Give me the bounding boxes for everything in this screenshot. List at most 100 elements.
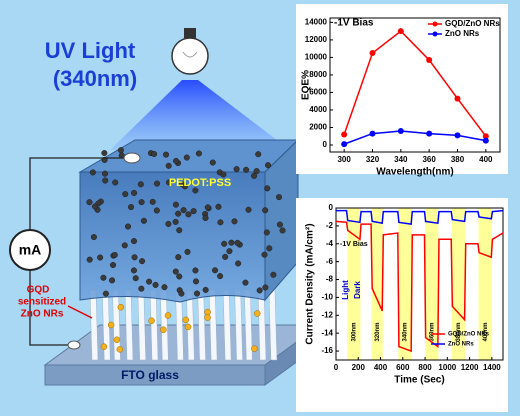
y-tick-label: -8 <box>326 275 334 284</box>
pedot-dot <box>111 251 118 258</box>
legend-marker <box>432 31 438 37</box>
legend-label: ZnO NRs <box>445 29 480 38</box>
pedot-dot <box>100 274 107 281</box>
gqd-dot <box>253 310 261 317</box>
diagram-subtitle: (340nm) <box>53 66 137 91</box>
pedot-dot <box>264 185 271 192</box>
bottom-contact <box>67 340 81 350</box>
pedot-dot <box>86 199 93 206</box>
y-tick-label: 8000 <box>309 70 327 79</box>
quantum-dots <box>86 147 286 297</box>
pedot-dot <box>183 154 190 161</box>
pedot-dot <box>139 258 146 265</box>
series-marker <box>341 141 348 148</box>
series-line <box>336 209 504 225</box>
pedot-dot <box>262 207 269 214</box>
gqd-dot <box>160 326 167 334</box>
annotation: -1V Bias <box>334 18 374 29</box>
series-marker <box>397 28 404 35</box>
pedot-dot <box>251 172 258 179</box>
y-tick-label: 12000 <box>305 35 328 44</box>
pedot-dot <box>173 157 180 164</box>
pedot-dot <box>117 147 124 154</box>
series-marker <box>341 131 348 138</box>
pedot-dot <box>202 215 209 222</box>
pedot-dot <box>172 268 179 275</box>
pedot-dot <box>89 169 96 176</box>
x-tick-label: 1200 <box>461 363 479 372</box>
pedot-dot <box>185 211 192 218</box>
pedot-dot <box>263 229 270 236</box>
x-axis-label: Wavelength(nm) <box>376 167 453 178</box>
x-tick-label: 300 <box>337 155 351 164</box>
pedot-dot <box>215 203 222 210</box>
gqd-dot <box>164 312 172 319</box>
series-marker <box>369 50 376 57</box>
x-tick-label: 1400 <box>483 363 501 372</box>
gqd-dot <box>182 316 189 324</box>
light-band <box>371 208 383 360</box>
x-tick-label: 1000 <box>438 363 456 372</box>
pedot-dot <box>262 284 269 291</box>
x-tick-label: 320 <box>366 155 380 164</box>
y-tick-label: 14000 <box>305 17 328 26</box>
gqd-dot <box>100 343 108 350</box>
gqd-dot <box>116 346 124 353</box>
top-contact <box>123 152 141 164</box>
y-axis-label: EQE% <box>301 70 312 100</box>
pedot-dot <box>253 168 260 175</box>
pedot-dot <box>163 151 170 158</box>
pedot-dot <box>130 238 137 245</box>
pedot-dot <box>242 279 249 286</box>
pedot-dot <box>209 159 216 166</box>
pedot-dot <box>276 221 283 228</box>
pedot-dot <box>217 273 224 280</box>
light-cone <box>110 80 290 150</box>
y-tick-label: -4 <box>326 239 334 248</box>
pedot-dot <box>261 251 268 258</box>
diagram-title: UV Light <box>45 38 136 63</box>
rod-label: GQD <box>27 285 50 296</box>
pedot-dot <box>149 198 156 205</box>
ammeter-label: mA <box>19 242 42 258</box>
pedot-dot <box>195 150 202 157</box>
x-tick-label: 600 <box>396 363 410 372</box>
y-tick-label: -14 <box>321 328 333 337</box>
light-band <box>398 208 412 360</box>
y-tick-label: 4000 <box>309 105 327 114</box>
series-line <box>335 220 504 353</box>
x-tick-label: 340 <box>394 155 408 164</box>
pedot-dot <box>192 267 199 274</box>
y-tick-label: 6000 <box>309 88 327 97</box>
light-band <box>347 208 361 360</box>
pedot-dot <box>235 260 242 267</box>
pedot-dot <box>138 285 145 292</box>
pedot-dot <box>176 227 183 234</box>
series-marker <box>369 130 376 137</box>
pedot-dot <box>97 254 104 261</box>
y-tick-label: -16 <box>321 346 333 355</box>
pedot-dot <box>231 218 238 225</box>
pedot-dot <box>176 273 183 280</box>
y-tick-label: 0 <box>323 140 328 149</box>
gqd-dot <box>204 314 211 321</box>
band-label: 360nm <box>429 322 435 341</box>
series-line <box>343 30 487 137</box>
pedot-label: PEDOT:PSS <box>169 177 231 189</box>
x-tick-label: 380 <box>451 155 465 164</box>
pedot-dot <box>220 171 227 178</box>
light-band <box>425 208 439 360</box>
pedot-dot <box>131 254 138 261</box>
pedot-dot <box>265 162 272 169</box>
pedot-dot <box>243 166 250 173</box>
y-tick-label: 10000 <box>305 53 328 62</box>
pedot-dot <box>190 208 197 215</box>
charts: 300 320 340 360 380 4000200040006000800010000… <box>301 17 504 386</box>
pedot-dot <box>153 207 160 214</box>
pedot-dot <box>102 290 109 297</box>
pedot-dot <box>102 177 109 184</box>
x-tick-label: 0 <box>334 363 339 372</box>
x-tick-label: 400 <box>479 155 493 164</box>
light-band <box>478 208 492 360</box>
